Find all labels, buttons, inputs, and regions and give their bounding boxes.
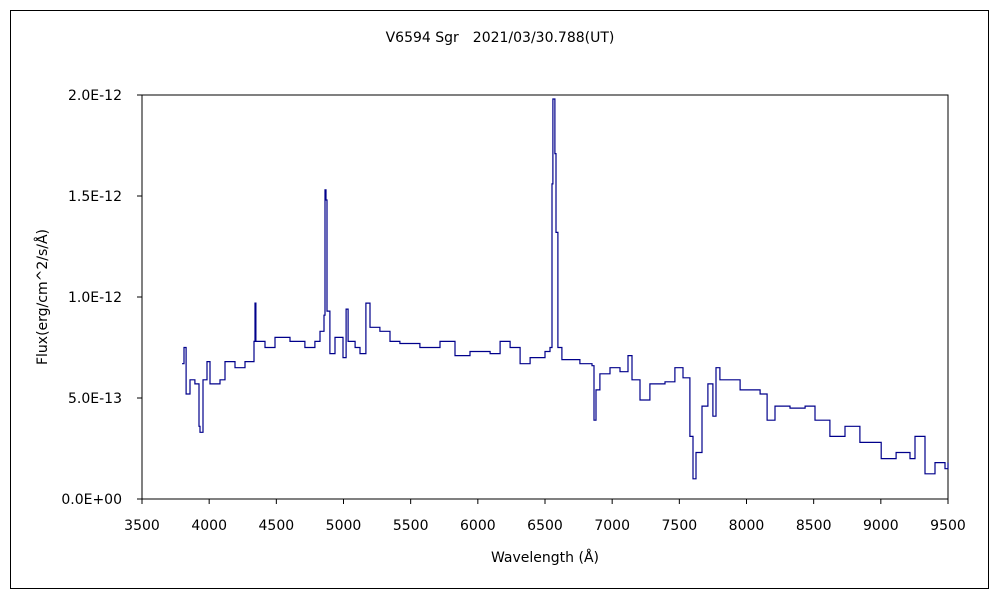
- spectrum-line: [182, 98, 949, 480]
- x-tick-label: 8500: [796, 518, 832, 534]
- chart-title: V6594 Sgr 2021/03/30.788(UT): [386, 30, 615, 46]
- x-tick-label: 6500: [527, 518, 563, 534]
- x-tick-label: 9000: [863, 518, 899, 534]
- x-axis-label: Wavelength (Å): [491, 549, 599, 566]
- x-tick-label: 4500: [259, 518, 295, 534]
- x-tick-label: 6000: [460, 518, 496, 534]
- chart-frame: [10, 10, 989, 589]
- x-tick-label: 7000: [594, 518, 630, 534]
- plot-area: [141, 94, 949, 500]
- y-tick-label: 2.0E-12: [68, 88, 122, 104]
- x-tick-label: 9500: [930, 518, 966, 534]
- x-tick-label: 4000: [191, 518, 227, 534]
- y-tick-label: 0.0E+00: [61, 492, 122, 508]
- x-tick-label: 5500: [393, 518, 429, 534]
- y-axis-label: Flux(erg/cm^2/s/Å): [34, 229, 51, 365]
- x-tick-label: 7500: [662, 518, 698, 534]
- x-tick-label: 3500: [124, 518, 160, 534]
- x-tick-label: 5000: [326, 518, 362, 534]
- y-tick-label: 5.0E-13: [68, 391, 122, 407]
- y-tick-label: 1.0E-12: [68, 290, 122, 306]
- y-tick-label: 1.5E-12: [68, 189, 122, 205]
- x-tick-label: 8000: [729, 518, 765, 534]
